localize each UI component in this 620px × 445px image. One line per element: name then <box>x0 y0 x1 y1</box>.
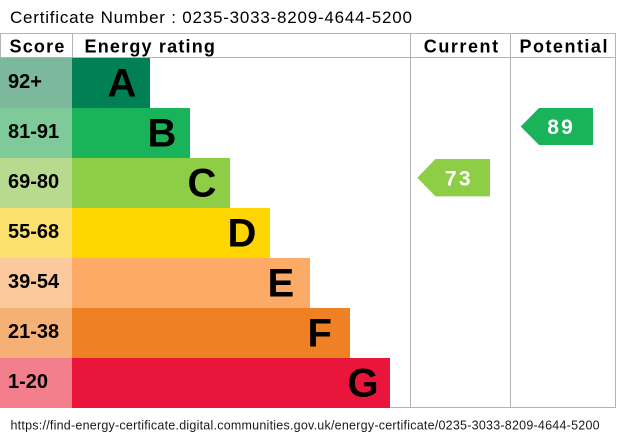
svg-text:G: G <box>348 362 379 406</box>
svg-text:Energy rating: Energy rating <box>85 36 217 56</box>
svg-text:89: 89 <box>547 116 575 139</box>
svg-text:Current: Current <box>424 36 500 56</box>
svg-text:81-91: 81-91 <box>8 121 59 143</box>
svg-text:A: A <box>108 62 137 106</box>
svg-text:D: D <box>228 212 257 256</box>
svg-text:C: C <box>188 162 217 206</box>
svg-text:21-38: 21-38 <box>8 321 59 343</box>
svg-text:Potential: Potential <box>519 36 609 56</box>
svg-text:https://find-energy-certificat: https://find-energy-certificate.digital.… <box>11 419 600 433</box>
svg-text:E: E <box>268 262 295 306</box>
svg-text:F: F <box>308 312 332 356</box>
svg-text:Score: Score <box>10 36 66 56</box>
svg-text:Certificate Number : 0235-3033: Certificate Number : 0235-3033-8209-4644… <box>10 8 413 27</box>
svg-text:B: B <box>148 112 177 156</box>
svg-text:69-80: 69-80 <box>8 171 59 193</box>
svg-text:55-68: 55-68 <box>8 221 59 243</box>
svg-text:1-20: 1-20 <box>8 371 48 393</box>
svg-text:73: 73 <box>445 167 473 190</box>
svg-text:92+: 92+ <box>8 71 42 93</box>
svg-text:39-54: 39-54 <box>8 271 60 293</box>
